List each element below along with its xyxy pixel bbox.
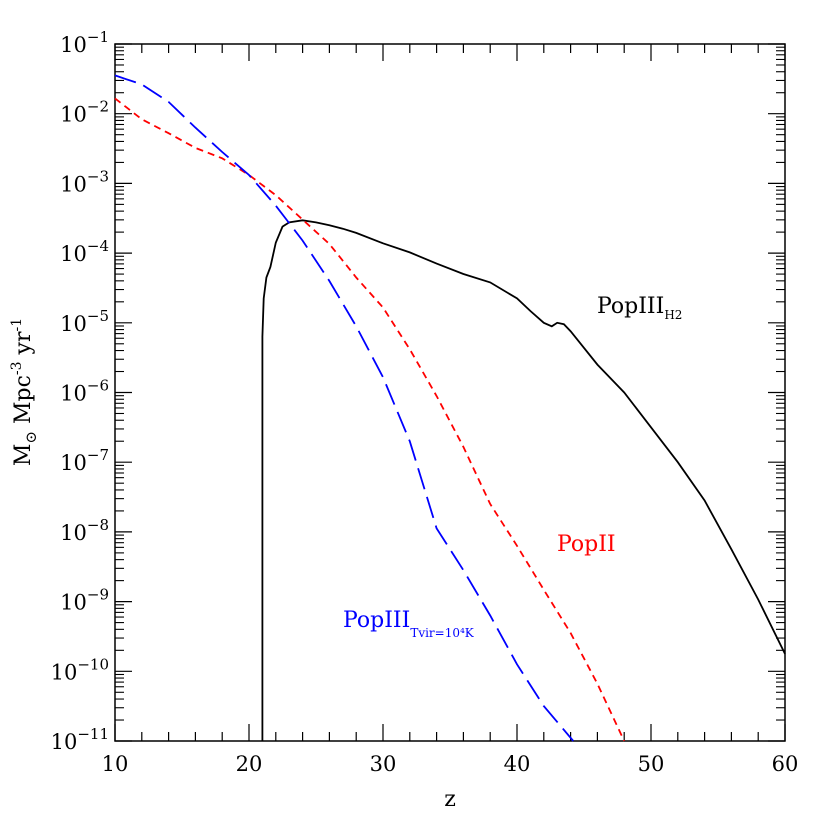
y-tick-label: 10−11 <box>51 725 109 754</box>
label-popiii-h2-sub: H2 <box>664 308 682 322</box>
label-popiii-h2: PopIIIH2 <box>597 294 682 322</box>
y-axis-title-yr: yr <box>11 331 36 361</box>
x-tick-label: 30 <box>370 752 397 776</box>
label-popiii-tvir-sub: Tvir=10⁴K <box>410 626 474 640</box>
series-line-popii <box>114 97 626 742</box>
x-axis-title: z <box>444 787 456 812</box>
y-axis-title-m: M <box>11 444 36 467</box>
y-axis-title-mpc: Mpc <box>11 375 36 431</box>
x-tick-label: 10 <box>102 752 129 776</box>
series-line-popiii_tvir <box>114 74 574 742</box>
y-axis-title-mpc-exp: -3 <box>9 361 25 375</box>
label-popii: PopII <box>557 532 616 557</box>
series-line-popiii_h2 <box>261 219 786 741</box>
tick-labels: 10 20 30 40 50 60 10−1 10−2 10−3 10−4 10−5 10−6 10−7… <box>51 28 799 776</box>
label-popiii-tvir-main: PopIII <box>343 608 410 633</box>
y-axis-title: M⊙ Mpc-3 yr-1 <box>9 318 40 466</box>
y-axis-title-sun: ⊙ <box>22 431 40 444</box>
x-tick-label: 20 <box>236 752 263 776</box>
y-tick-label: 10−6 <box>60 377 109 406</box>
x-tick-label: 50 <box>638 752 665 776</box>
y-tick-label: 10−4 <box>60 237 109 266</box>
y-tick-label: 10−5 <box>60 307 109 336</box>
label-popiii-h2-main: PopIII <box>597 294 664 319</box>
y-tick-label: 10−8 <box>60 516 109 545</box>
x-tick-label: 40 <box>504 752 531 776</box>
y-tick-label: 10−10 <box>51 655 109 684</box>
y-tick-label: 10−7 <box>60 446 109 475</box>
y-tick-label: 10−1 <box>60 28 109 57</box>
y-tick-label: 10−9 <box>60 586 109 615</box>
y-axis-title-yr-exp: -1 <box>9 318 25 332</box>
label-popiii-tvir: PopIIITvir=10⁴K <box>343 608 475 640</box>
y-tick-label: 10−2 <box>60 98 109 127</box>
label-popii-main: PopII <box>557 532 616 557</box>
y-tick-label: 10−3 <box>60 167 109 196</box>
axis-ticks <box>114 43 786 742</box>
series-lines <box>114 74 786 742</box>
x-tick-label: 60 <box>772 752 799 776</box>
